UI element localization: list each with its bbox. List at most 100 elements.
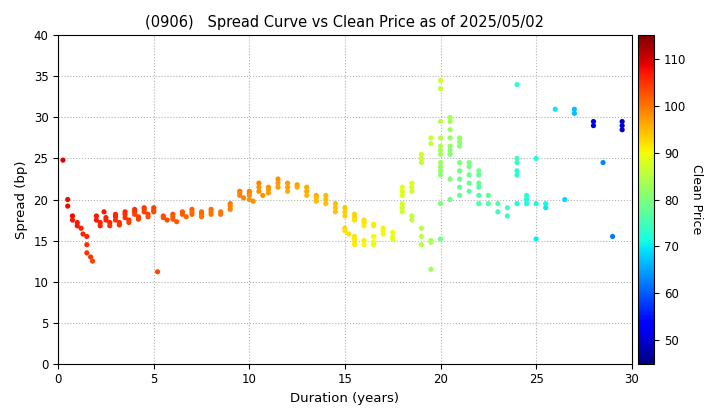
- Point: [531, 155, 542, 162]
- Point: [377, 231, 389, 237]
- Point: [569, 106, 580, 113]
- Point: [473, 200, 485, 207]
- Point: [444, 118, 456, 125]
- Point: [301, 188, 312, 195]
- Point: [196, 211, 207, 218]
- Point: [234, 188, 246, 195]
- Point: [607, 233, 618, 240]
- Point: [129, 206, 140, 213]
- Point: [100, 217, 112, 223]
- Point: [397, 184, 408, 191]
- Point: [330, 208, 341, 215]
- Point: [521, 196, 532, 203]
- Point: [225, 203, 236, 210]
- Point: [143, 213, 154, 220]
- Point: [444, 134, 456, 141]
- Point: [473, 192, 485, 199]
- Point: [132, 213, 144, 220]
- Point: [387, 229, 398, 236]
- Point: [339, 213, 351, 219]
- Point: [473, 184, 485, 191]
- Point: [406, 213, 418, 219]
- Point: [310, 192, 322, 199]
- Point: [94, 223, 106, 229]
- Point: [186, 208, 198, 215]
- Title: (0906)   Spread Curve vs Clean Price as of 2025/05/02: (0906) Spread Curve vs Clean Price as of…: [145, 15, 544, 30]
- Point: [243, 196, 255, 203]
- Point: [167, 211, 179, 218]
- Point: [426, 134, 437, 141]
- Point: [148, 207, 160, 213]
- Point: [616, 126, 628, 133]
- Point: [415, 225, 427, 231]
- Point: [368, 233, 379, 240]
- Point: [348, 214, 360, 221]
- Point: [81, 233, 93, 240]
- Point: [282, 184, 293, 191]
- Point: [320, 196, 332, 203]
- Point: [301, 192, 312, 199]
- Point: [186, 206, 198, 213]
- Point: [444, 176, 456, 182]
- Point: [415, 151, 427, 158]
- Point: [114, 222, 125, 228]
- Point: [397, 208, 408, 215]
- Point: [257, 192, 269, 199]
- Point: [343, 231, 354, 237]
- Point: [435, 118, 446, 125]
- Point: [368, 223, 379, 229]
- Point: [91, 217, 102, 223]
- Point: [120, 208, 131, 215]
- Point: [415, 155, 427, 162]
- Point: [397, 192, 408, 199]
- Point: [100, 214, 112, 221]
- Point: [444, 147, 456, 154]
- Point: [616, 122, 628, 129]
- Point: [320, 200, 332, 207]
- Point: [167, 216, 179, 223]
- Point: [454, 184, 465, 191]
- Point: [348, 217, 360, 223]
- Point: [435, 171, 446, 178]
- Point: [339, 227, 351, 234]
- Point: [263, 186, 274, 193]
- Point: [81, 241, 93, 248]
- Point: [435, 236, 446, 242]
- Point: [387, 233, 398, 240]
- Point: [435, 151, 446, 158]
- Point: [339, 208, 351, 215]
- Point: [426, 266, 437, 273]
- Point: [120, 211, 131, 218]
- Point: [435, 85, 446, 92]
- Point: [482, 192, 494, 199]
- Point: [272, 180, 284, 186]
- Point: [435, 143, 446, 150]
- Point: [176, 208, 188, 215]
- Point: [253, 184, 265, 191]
- Point: [67, 217, 78, 223]
- Point: [330, 200, 341, 207]
- Point: [85, 254, 96, 260]
- Point: [161, 217, 173, 223]
- Point: [253, 188, 265, 195]
- Point: [502, 205, 513, 211]
- Point: [435, 77, 446, 84]
- Point: [359, 223, 370, 229]
- Point: [348, 239, 360, 246]
- Point: [248, 198, 259, 205]
- Point: [138, 205, 150, 211]
- Point: [320, 192, 332, 199]
- Point: [310, 198, 322, 205]
- Point: [531, 236, 542, 242]
- Point: [129, 208, 140, 215]
- Point: [91, 213, 102, 219]
- Point: [339, 225, 351, 231]
- Point: [348, 241, 360, 248]
- Point: [243, 189, 255, 196]
- Point: [435, 134, 446, 141]
- Point: [540, 205, 552, 211]
- Point: [359, 217, 370, 223]
- Y-axis label: Clean Price: Clean Price: [690, 164, 703, 235]
- Point: [406, 180, 418, 186]
- Point: [397, 188, 408, 195]
